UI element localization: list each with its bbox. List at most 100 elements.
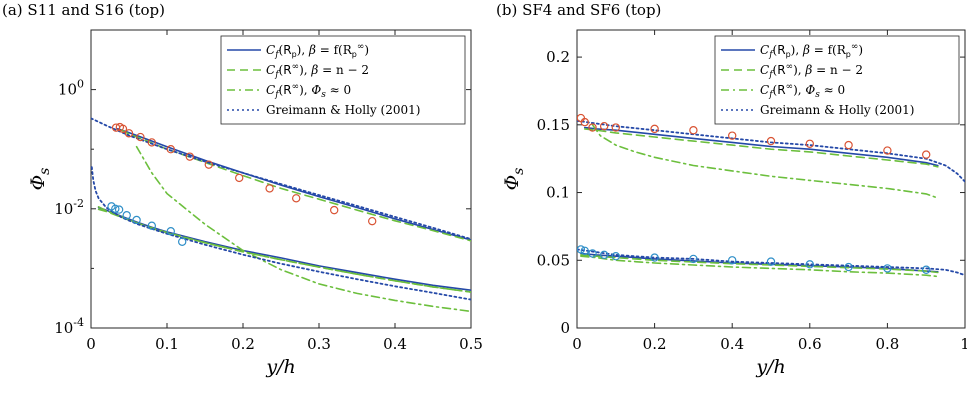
panel-a-xtick-label: 0.1 [155,335,179,353]
panel-a-marker [177,237,187,246]
panel-b-axes-box [576,29,966,329]
panel-a-marker [265,184,274,193]
panel-b-ytick-label: 0.2 [546,48,570,66]
panel-b-marker [611,252,621,261]
panel-a-ytick-label: 100 [58,78,84,99]
panel-a-marker [234,173,244,183]
panel-b-marker [689,254,698,264]
panel-b-series-cf_rinf_n2-0 [583,128,939,168]
panel-a-marker [132,215,141,225]
panel-b-marker [580,117,589,127]
panel-b-xtick-label: 1 [960,335,967,353]
panel-b-ytick-label: 0.05 [537,251,570,269]
panel-b-legend-label: Cf(Rp), β = f(Rp∞) [760,42,863,60]
panel-a-legend-label: Greimann & Holly (2001) [266,103,420,117]
panel-a-xtick-label: 0.4 [383,335,407,353]
panel-a-marker [118,124,128,133]
panel-a-marker [166,144,175,154]
panel-a-series-cf_rinf_n2-1 [97,208,471,293]
panel-a-series-cf_rinf_n2-0 [120,129,471,242]
panel-b-legend-box [714,35,960,125]
panel-b-marker [766,136,776,146]
panel-a-xtick-label: 0.3 [307,335,331,353]
panel-b-marker [883,264,892,273]
panel-b-marker [728,256,737,265]
panel-b-plot-area [577,113,965,278]
panel-b-legend-label: Cf(R∞), Φs ≈ 0 [760,82,845,100]
panel-b-marker [689,126,698,135]
panel-a-marker [368,216,377,226]
panel-a-series-greimann-0 [91,117,471,241]
panel-b-marker [599,121,609,131]
panel-a-marker [330,205,339,215]
panel-a-plot-area [91,117,471,313]
panel-a-marker [166,227,175,236]
panel-a-marker [122,211,131,220]
panel-b-marker [611,123,621,132]
panel-b-legend-label: Greimann & Holly (2001) [760,103,914,117]
panel-a-series-cf_rinf_phi0-0 [135,145,471,313]
panel-a-xtick-label: 0.2 [231,335,255,353]
panel-b-marker [922,265,931,274]
panel-b-marker [580,246,589,255]
panel-b-xtick-label: 0.8 [875,335,899,353]
panel-b-marker [805,139,815,148]
panel-b-legend: Cf(Rp), β = f(Rp∞) Cf(R∞), β = n − 2 Cf(R∞… [714,35,960,125]
panel-a: 0 0.1 0.2 0.3 0.4 0.5 10-4 10-2 100 y/h Φs Cf(Rp), … [27,29,483,378]
panel-b-title: (b) SF4 and SF6 (top) [496,1,661,19]
panel-b-marker [588,123,597,132]
panel-a-title: (a) S11 and S16 (top) [2,1,165,19]
panel-b-xlabel: y/h [755,356,785,378]
panel-b-marker [588,249,597,258]
panel-a-marker [185,152,194,161]
panel-a-marker [111,204,120,213]
panel-b-ytick-label: 0 [560,319,570,337]
panel-b-series-cf_rinf_phi0-0 [591,124,939,199]
panel-a-ytick-label: 10-4 [54,316,84,337]
panel-b-legend-label: Cf(R∞), β = n − 2 [760,62,863,80]
panel-a-legend-label: Cf(R∞), β = n − 2 [266,62,369,80]
panel-a-marker [124,129,134,138]
panel-a-legend: Cf(Rp), β = f(Rp∞) Cf(R∞), β = n − 2 Cf(R∞… [220,35,466,125]
panel-a-legend-label: Cf(Rp), β = f(Rp∞) [266,42,369,60]
panel-a-xlabel: y/h [265,356,295,378]
panel-a-legend-label: Cf(R∞), Φs ≈ 0 [266,82,351,100]
panel-b-marker [805,260,815,269]
panel-b-marker [844,262,853,272]
panel-b-marker [922,150,931,159]
panel-b-marker [650,124,659,134]
panel-b-ytick-label: 0.15 [537,116,570,134]
panel-b-marker [844,140,853,150]
panel-a-xtick-label: 0 [86,335,96,353]
panel-b-ytick-label: 0.1 [546,184,570,202]
panel-b-series-greimann-0 [577,119,965,183]
panel-b-ylabel: Φs [501,168,527,191]
panel-a-legend-box [220,35,466,125]
panel-a-marker [292,194,301,203]
panel-a-marker [114,205,124,214]
panel-a-ylabel: Φs [27,168,53,191]
panel-b-marker [577,245,586,254]
panel-b-xtick-label: 0 [572,335,582,353]
panel-b: 0 0.2 0.4 0.6 0.8 1 0 0.05 0.1 0.15 0.2 y/h Φs Cf(Rp)… [501,29,967,378]
panel-a-marker [147,138,156,147]
panel-b-marker [650,253,659,262]
panel-b-xtick-label: 0.2 [643,335,667,353]
panel-b-marker [728,131,737,140]
panel-a-marker [147,221,156,230]
panel-b-marker [599,250,609,260]
panel-a-xtick-label: 0.5 [459,335,483,353]
panel-a-series-cf_rp-1 [97,206,471,292]
panel-b-series-greimann-1 [577,248,965,277]
panel-b-series-cf_rinf_phi0-1 [580,255,939,278]
panel-b-xtick-label: 0.6 [798,335,822,353]
panel-b-marker [883,146,892,155]
panel-a-series-cf_rinf_phi0-1 [97,206,471,293]
panel-a-ytick-label: 10-2 [54,197,84,218]
panel-a-series-greimann-1 [91,166,471,301]
panel-a-marker [136,132,145,142]
panel-b-xtick-label: 0.4 [720,335,744,353]
panel-a-marker [204,160,213,169]
panel-b-marker [766,257,776,266]
